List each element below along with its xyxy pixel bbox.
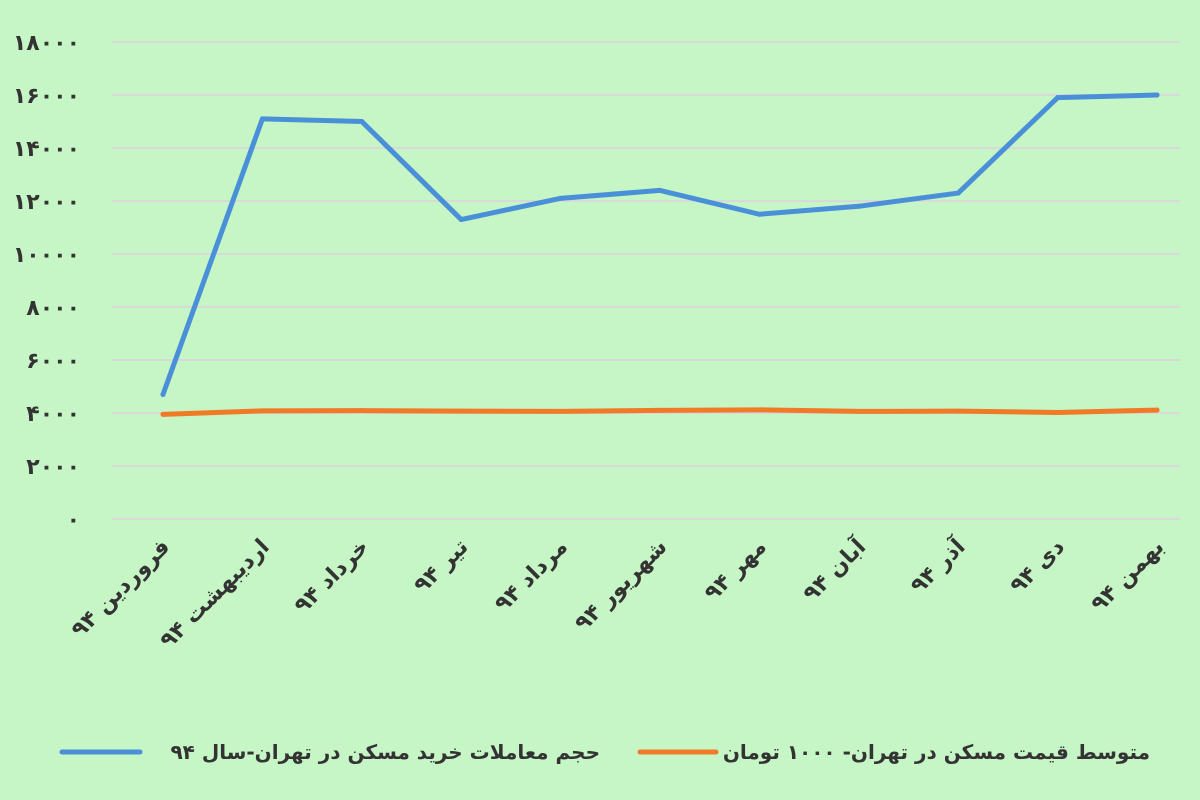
y-tick-label: ۱۴۰۰۰ — [13, 137, 80, 162]
y-tick-label: ۴۰۰۰ — [26, 402, 80, 427]
data-point — [458, 217, 464, 223]
data-point — [657, 407, 663, 413]
data-point — [259, 408, 265, 414]
y-tick-label: ۸۰۰۰ — [26, 296, 80, 321]
legend: حجم معاملات خرید مسکن در تهران-سال ۹۴ متو… — [59, 740, 1150, 764]
data-point — [558, 195, 564, 201]
data-point — [359, 119, 365, 124]
data-point — [756, 407, 762, 413]
data-point — [955, 408, 961, 414]
y-tick-label: ۱۶۰۰۰ — [13, 84, 80, 109]
data-point — [160, 391, 166, 397]
data-point — [359, 408, 365, 414]
data-point — [458, 408, 464, 414]
y-tick-label: ۶۰۰۰ — [26, 349, 80, 374]
y-tick-label: ۱۰۰۰۰ — [13, 243, 80, 268]
y-axis-tick-labels: ۰ ۲۰۰۰ ۴۰۰۰ ۶۰۰۰ ۸۰۰۰ ۱۰۰۰۰ ۱۲۰۰۰ ۱۴۰۰۰ ۱۶۰۰۰ ۱۸۰… — [13, 31, 80, 533]
data-point — [856, 408, 862, 414]
data-point — [1154, 92, 1160, 98]
data-point — [160, 411, 166, 417]
data-point — [1055, 95, 1061, 101]
legend-label-1: حجم معاملات خرید مسکن در تهران-سال ۹۴ — [170, 740, 600, 764]
data-point — [955, 190, 961, 196]
data-point — [856, 203, 862, 209]
y-tick-label: ۰ — [67, 508, 80, 533]
data-point — [756, 211, 762, 217]
data-point — [259, 116, 265, 122]
data-point — [558, 408, 564, 414]
y-tick-label: ۲۰۰۰ — [26, 455, 80, 480]
series-lines — [160, 92, 1160, 417]
y-tick-label: ۱۸۰۰۰ — [13, 31, 80, 56]
data-point — [1154, 407, 1160, 413]
data-point — [1055, 409, 1061, 415]
data-point — [657, 187, 663, 193]
y-tick-label: ۱۲۰۰۰ — [13, 190, 80, 215]
legend-label-2: متوسط قیمت مسکن در تهران- ۱۰۰۰ تومان — [723, 740, 1150, 764]
